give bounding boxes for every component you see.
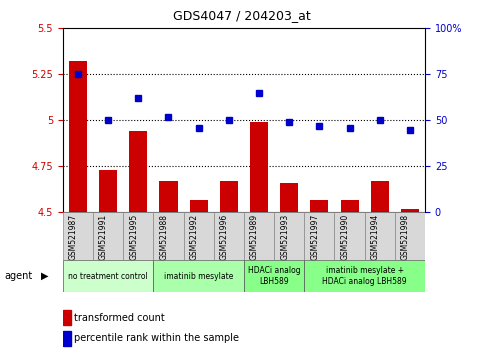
Bar	[123, 212, 154, 260]
Text: GSM521992: GSM521992	[190, 214, 199, 260]
Text: GSM521998: GSM521998	[401, 214, 410, 260]
Bar	[304, 260, 425, 292]
Text: GSM521994: GSM521994	[371, 214, 380, 260]
Bar	[395, 212, 425, 260]
Text: imatinib mesylate: imatinib mesylate	[164, 272, 233, 281]
Bar	[244, 212, 274, 260]
Bar	[159, 181, 178, 212]
Text: GSM521996: GSM521996	[220, 214, 229, 260]
Text: agent: agent	[5, 271, 33, 281]
Bar	[154, 260, 244, 292]
Bar	[304, 212, 334, 260]
Bar	[63, 331, 71, 346]
Bar	[341, 200, 358, 212]
Bar	[274, 212, 304, 260]
Text: no treatment control: no treatment control	[68, 272, 148, 281]
Bar	[184, 212, 213, 260]
Text: ▶: ▶	[41, 271, 49, 281]
Bar	[244, 260, 304, 292]
Text: GSM521990: GSM521990	[341, 214, 350, 260]
Bar	[280, 183, 298, 212]
Text: GDS4047 / 204203_at: GDS4047 / 204203_at	[172, 9, 311, 22]
Bar	[99, 170, 117, 212]
Bar	[154, 212, 184, 260]
Bar	[250, 122, 268, 212]
Text: imatinib mesylate +
HDACi analog LBH589: imatinib mesylate + HDACi analog LBH589	[322, 267, 407, 286]
Bar	[63, 212, 93, 260]
Bar	[63, 260, 154, 292]
Text: GSM521993: GSM521993	[280, 214, 289, 260]
Text: transformed count: transformed count	[74, 313, 165, 323]
Bar	[365, 212, 395, 260]
Bar	[129, 131, 147, 212]
Text: GSM521991: GSM521991	[99, 214, 108, 260]
Bar	[69, 62, 87, 212]
Bar	[189, 200, 208, 212]
Text: GSM521995: GSM521995	[129, 214, 138, 260]
Bar	[213, 212, 244, 260]
Text: HDACi analog
LBH589: HDACi analog LBH589	[248, 267, 300, 286]
Bar	[371, 181, 389, 212]
Text: GSM521988: GSM521988	[159, 214, 169, 260]
Bar	[334, 212, 365, 260]
Bar	[63, 310, 71, 325]
Text: GSM521989: GSM521989	[250, 214, 259, 260]
Text: GSM521987: GSM521987	[69, 214, 78, 260]
Text: GSM521997: GSM521997	[311, 214, 319, 260]
Bar	[311, 200, 328, 212]
Text: percentile rank within the sample: percentile rank within the sample	[74, 333, 240, 343]
Bar	[220, 181, 238, 212]
Bar	[401, 209, 419, 212]
Bar	[93, 212, 123, 260]
